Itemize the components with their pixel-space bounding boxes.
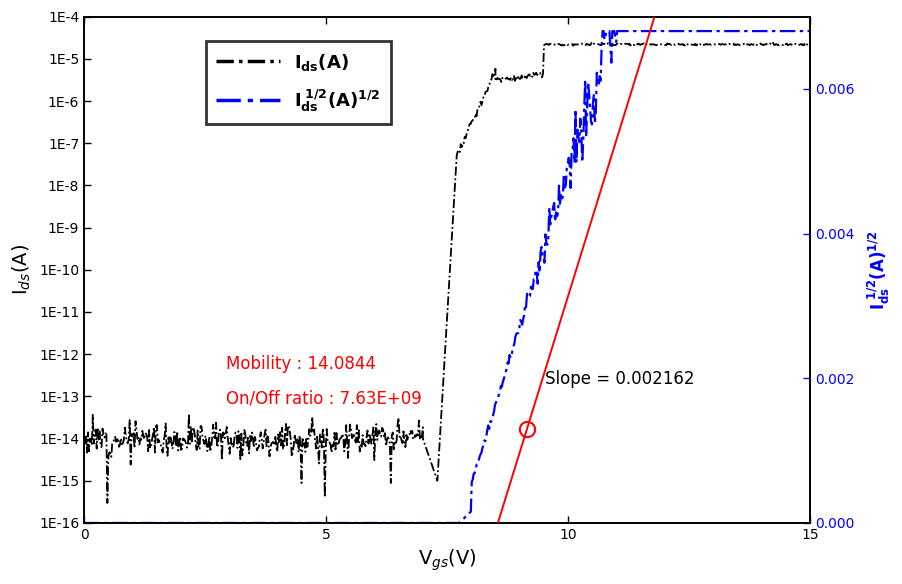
Y-axis label: I$_{ds}$(A): I$_{ds}$(A) [11,244,33,296]
Y-axis label: $\mathbf{I_{ds}^{\ 1/2}(A)^{1/2}}$: $\mathbf{I_{ds}^{\ 1/2}(A)^{1/2}}$ [864,230,891,310]
Legend: $\mathbf{I_{ds}(A)}$, $\mathbf{I_{ds}^{\ 1/2}(A)^{1/2}}$: $\mathbf{I_{ds}(A)}$, $\mathbf{I_{ds}^{\… [206,41,391,124]
Text: On/Off ratio : 7.63E+09: On/Off ratio : 7.63E+09 [226,390,421,408]
X-axis label: V$_{gs}$(V): V$_{gs}$(V) [418,547,476,573]
Text: Slope = 0.002162: Slope = 0.002162 [545,370,694,388]
Text: Mobility : 14.0844: Mobility : 14.0844 [226,354,375,373]
